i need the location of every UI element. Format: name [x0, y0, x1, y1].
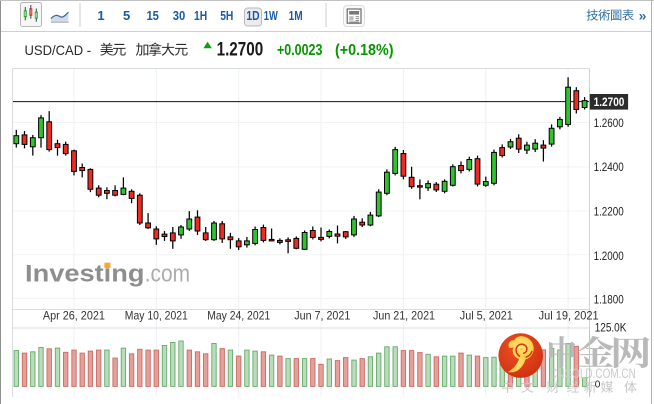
svg-text:»: » [639, 7, 647, 23]
svg-text:(+0.18%): (+0.18%) [335, 42, 394, 59]
svg-text:1.2200: 1.2200 [594, 207, 624, 219]
svg-text:Jun 7, 2021: Jun 7, 2021 [294, 308, 350, 322]
svg-text:1M: 1M [289, 8, 303, 23]
svg-text:30: 30 [173, 8, 186, 23]
svg-text:USD/CAD -: USD/CAD - [25, 42, 92, 58]
svg-text:1.2700: 1.2700 [594, 95, 625, 109]
svg-text:.com: .com [145, 260, 190, 287]
svg-text:Jun 21, 2021: Jun 21, 2021 [373, 308, 435, 322]
svg-text:1H: 1H [194, 8, 207, 23]
svg-text:1.2600: 1.2600 [594, 118, 624, 130]
svg-text:15: 15 [146, 8, 159, 23]
svg-text:Jul 19, 2021: Jul 19, 2021 [539, 308, 599, 322]
svg-text:5H: 5H [220, 8, 233, 23]
svg-text:+0.0023: +0.0023 [277, 42, 323, 59]
svg-text:1.2000: 1.2000 [594, 251, 624, 263]
svg-text:5: 5 [123, 8, 130, 23]
svg-text:CNGOLD.COM.CN: CNGOLD.COM.CN [550, 366, 636, 381]
svg-text:Jul 5, 2021: Jul 5, 2021 [460, 308, 513, 322]
svg-text:Investing: Investing [25, 260, 145, 287]
svg-text:0: 0 [595, 379, 601, 390]
svg-text:1.2700: 1.2700 [217, 38, 264, 60]
svg-text:May 24, 2021: May 24, 2021 [207, 308, 270, 322]
svg-text:1.1800: 1.1800 [594, 295, 624, 307]
svg-text:Apr 26, 2021: Apr 26, 2021 [43, 308, 105, 322]
svg-text:1W: 1W [264, 8, 279, 23]
svg-text:125.0K: 125.0K [595, 323, 627, 335]
svg-text:May 10, 2021: May 10, 2021 [125, 308, 188, 322]
svg-text:1D: 1D [246, 8, 259, 23]
svg-text:1: 1 [97, 8, 104, 23]
svg-text:1.2400: 1.2400 [594, 162, 624, 174]
